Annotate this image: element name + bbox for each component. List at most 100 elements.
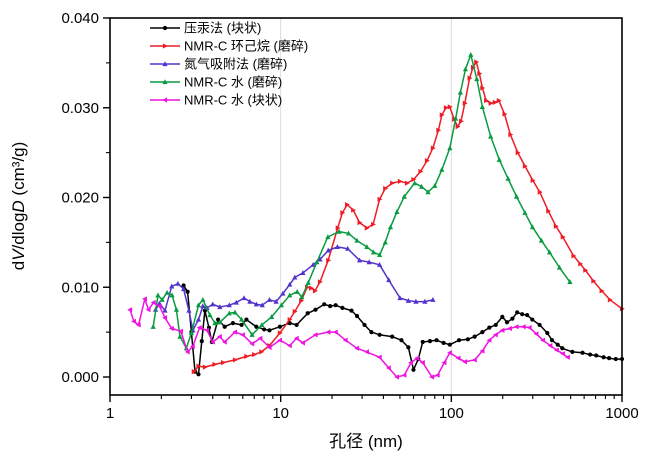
legend-label: NMR-C 环己烷 (磨碎) [184, 39, 308, 54]
data-point-marker [587, 352, 593, 357]
data-point-marker [186, 307, 192, 313]
data-point-marker [399, 338, 404, 343]
data-point-marker [401, 193, 407, 199]
data-point-marker [387, 224, 394, 230]
data-point-marker [474, 76, 480, 82]
data-point-marker [394, 374, 400, 380]
data-point-marker [520, 312, 525, 317]
data-point-marker [150, 323, 156, 329]
data-point-marker [280, 290, 286, 296]
series-markers-3 [150, 51, 573, 351]
data-point-marker [472, 334, 477, 339]
data-point-marker [233, 299, 239, 305]
data-point-marker [422, 298, 428, 304]
data-point-marker [342, 337, 348, 343]
data-point-marker [232, 357, 238, 363]
data-point-marker [406, 345, 411, 350]
data-point-marker [425, 189, 431, 195]
data-point-marker [175, 280, 181, 286]
legend-label: 压汞法 (块状) [184, 21, 261, 36]
data-point-marker [386, 277, 392, 283]
data-point-marker [196, 372, 201, 377]
data-point-marker [530, 177, 536, 184]
data-point-marker [204, 327, 210, 333]
data-point-marker [135, 322, 141, 328]
data-point-marker [560, 234, 566, 240]
data-point-marker [420, 339, 425, 345]
data-point-marker [162, 43, 168, 49]
data-point-marker [210, 301, 216, 307]
data-point-marker [162, 97, 168, 103]
data-point-marker [156, 303, 162, 309]
data-point-marker [189, 343, 195, 350]
series-markers-4 [127, 296, 570, 380]
data-point-marker [207, 312, 213, 318]
data-point-marker [369, 330, 374, 335]
data-point-marker [430, 145, 436, 151]
data-point-marker [313, 307, 318, 312]
data-point-marker [430, 297, 436, 302]
data-point-marker [287, 316, 293, 323]
data-point-marker [294, 288, 300, 294]
data-point-marker [356, 257, 363, 263]
data-point-marker [525, 312, 530, 318]
data-point-marker [443, 105, 449, 111]
data-point-marker [259, 302, 265, 308]
data-point-marker [538, 237, 544, 243]
data-point-marker [312, 288, 318, 294]
data-point-marker [333, 303, 338, 308]
data-point-marker [357, 220, 363, 226]
data-point-marker [441, 340, 446, 345]
data-point-marker [556, 264, 563, 270]
data-point-marker [351, 207, 356, 213]
data-point-marker [252, 351, 258, 358]
data-point-marker [191, 369, 197, 375]
data-point-marker [515, 150, 521, 156]
data-point-marker [493, 322, 498, 328]
series-markers-0 [181, 283, 625, 377]
data-point-marker [202, 364, 208, 370]
data-point-marker [232, 329, 238, 335]
data-point-marker [310, 262, 316, 267]
data-point-marker [345, 245, 351, 251]
x-axis-label: 孔径 (nm) [329, 432, 403, 451]
data-point-marker [376, 354, 382, 360]
data-point-marker [253, 301, 259, 307]
data-point-marker [480, 330, 485, 335]
data-point-marker [404, 180, 410, 186]
data-point-marker [377, 252, 383, 258]
data-point-marker [370, 249, 377, 255]
data-point-marker [441, 360, 447, 366]
legend-item-4: NMR-C 水 (块状) [150, 93, 282, 108]
data-point-marker [526, 325, 532, 331]
data-point-marker [240, 332, 245, 338]
data-point-marker [362, 322, 367, 328]
data-point-marker [462, 359, 467, 365]
data-point-marker [560, 346, 565, 351]
data-point-marker [486, 337, 492, 343]
data-point-marker [196, 363, 202, 369]
series-line-1 [193, 61, 623, 373]
data-point-marker [447, 350, 452, 356]
data-point-marker [266, 344, 272, 350]
data-point-marker [226, 302, 232, 308]
data-point-marker [424, 158, 430, 164]
data-point-marker [547, 342, 553, 349]
data-point-marker [322, 302, 327, 307]
data-point-marker [429, 374, 435, 380]
data-point-marker [145, 307, 151, 313]
data-point-marker [181, 283, 186, 288]
data-point-marker [249, 332, 255, 337]
data-point-marker [247, 298, 253, 304]
data-point-marker [232, 309, 238, 315]
data-point-marker [317, 279, 323, 285]
series-1 [191, 59, 625, 375]
data-point-marker [162, 79, 168, 85]
data-point-marker [221, 339, 227, 345]
data-point-marker [549, 338, 555, 343]
series-0 [181, 283, 625, 377]
data-point-marker [467, 75, 473, 81]
data-point-marker [382, 239, 388, 245]
data-point-marker [222, 324, 227, 329]
data-point-marker [312, 332, 318, 338]
